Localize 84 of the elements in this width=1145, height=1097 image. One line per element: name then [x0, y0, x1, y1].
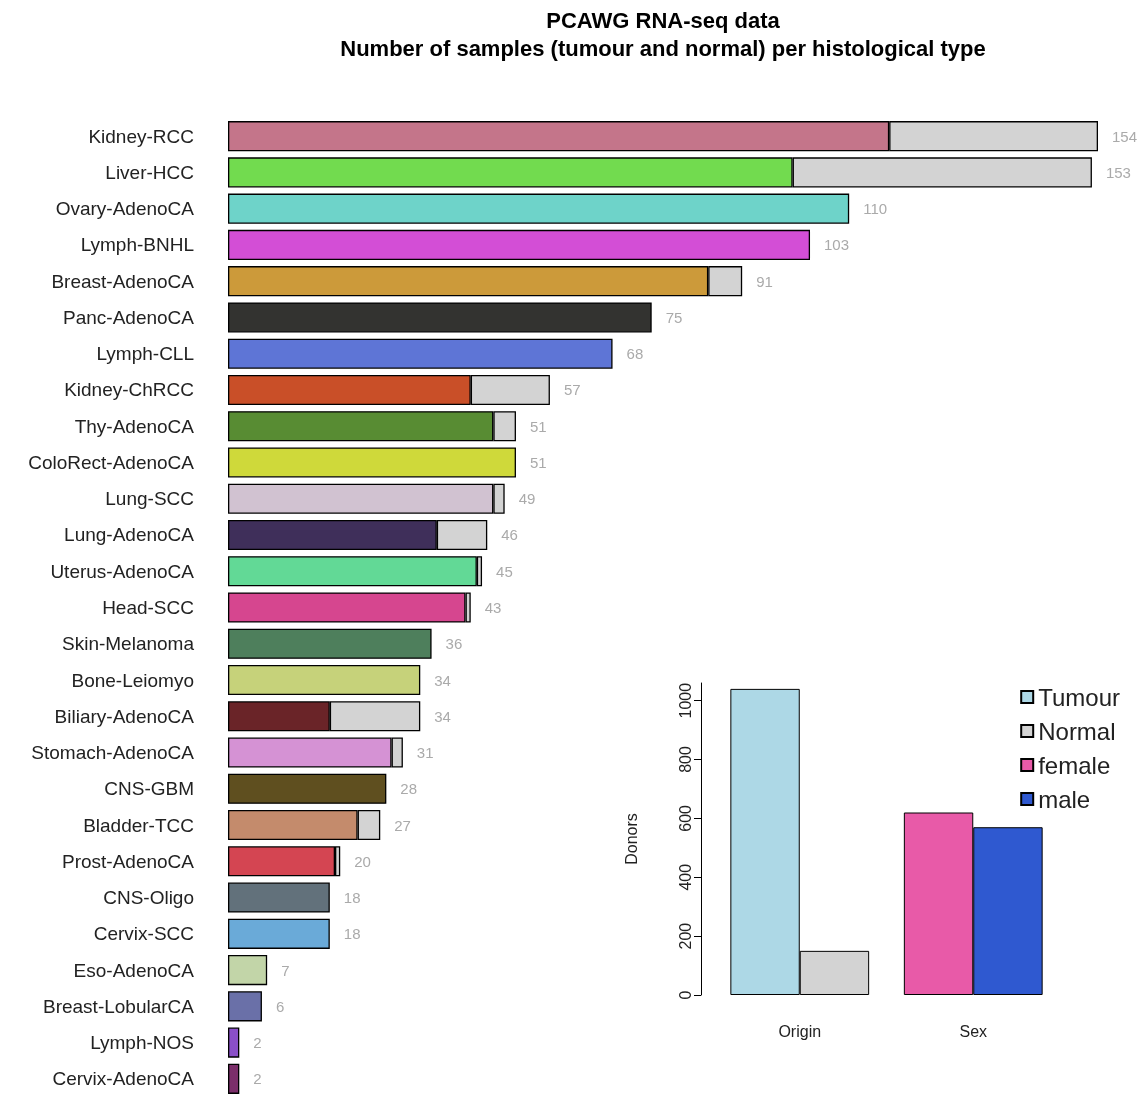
y-tick-label: Breast-LobularCA	[42, 995, 195, 1017]
x-tick-label: Sex	[959, 1022, 988, 1040]
annotation: 7	[281, 961, 290, 979]
y-tick-label: Panc-AdenoCA	[63, 306, 195, 328]
y-tick-label: 200	[676, 922, 694, 950]
y-tick-label: ColoRect-AdenoCA	[28, 451, 195, 473]
annotation: 51	[529, 453, 547, 471]
annotation: 34	[434, 671, 451, 689]
y-tick-label: 600	[676, 804, 694, 832]
annotation: 2	[253, 1034, 262, 1052]
annotation: 27	[394, 816, 411, 834]
bar	[228, 628, 432, 659]
annotation: 31	[416, 744, 434, 762]
legend-label: female	[1038, 751, 1111, 779]
annotation: 49	[518, 490, 536, 508]
annotation: 20	[354, 852, 371, 870]
annotation: 75	[665, 308, 683, 326]
y-tick-label: Lung-SCC	[105, 488, 194, 510]
bar	[228, 447, 516, 478]
annotation: 18	[343, 925, 361, 943]
y-tick-label: Eso-AdenoCA	[73, 959, 195, 981]
bar	[228, 664, 421, 696]
annotation: 6	[275, 997, 285, 1015]
y-tick-label: Lymph-BNHL	[80, 234, 194, 256]
bar	[228, 193, 850, 224]
annotation: 18	[343, 889, 361, 907]
bar	[228, 846, 336, 877]
bar	[228, 1027, 240, 1058]
y-tick-label: Breast-AdenoCA	[51, 270, 195, 292]
y-tick-label: Kidney-RCC	[88, 125, 194, 147]
bar	[228, 991, 262, 1022]
chart-title: PCAWG RNA-seq data	[546, 7, 781, 33]
y-tick-label: Lymph-NOS	[90, 1032, 194, 1054]
y-tick-label: 800	[676, 746, 694, 773]
y-tick-label: Lymph-CLL	[96, 343, 194, 365]
y-tick-label: 0	[676, 990, 694, 1000]
annotation: 28	[400, 780, 418, 798]
annotation: 2	[253, 1070, 262, 1088]
annotation: 153	[1105, 163, 1131, 181]
annotation: 91	[756, 272, 773, 290]
y-tick-label: Uterus-AdenoCA	[50, 560, 195, 582]
y-tick-label: Lung-AdenoCA	[64, 524, 195, 546]
y-tick-label: Skin-Melanoma	[62, 633, 195, 655]
y-tick-label: Cervix-AdenoCA	[52, 1068, 195, 1090]
annotation: 45	[496, 562, 513, 580]
y-tick-label: Prost-AdenoCA	[61, 850, 195, 872]
bar	[228, 773, 387, 804]
bar	[228, 338, 613, 369]
y-tick-label: Bladder-TCC	[83, 814, 194, 836]
bar	[228, 955, 268, 986]
y-tick-label: Bone-Leiomyo	[71, 669, 194, 691]
bar	[228, 918, 330, 949]
y-tick-label: CNS-Oligo	[103, 887, 194, 909]
annotation: 103	[824, 236, 850, 254]
y-tick-label: Biliary-AdenoCA	[54, 705, 195, 727]
y-tick-label: 400	[676, 863, 694, 891]
legend-label: Normal	[1038, 717, 1116, 745]
bar	[228, 1063, 240, 1094]
y-tick-label: Cervix-SCC	[93, 923, 194, 945]
y-tick-label: Thy-AdenoCA	[74, 415, 195, 437]
chart-subtitle: Number of samples (tumour and normal) per histological type	[340, 35, 986, 61]
annotation: 57	[563, 381, 581, 399]
y-tick-label: Liver-HCC	[105, 161, 194, 183]
annotation: 68	[626, 345, 644, 363]
y-axis-title: Donors	[622, 813, 640, 865]
annotation: 46	[501, 526, 518, 544]
annotation: 43	[484, 599, 502, 616]
annotation: 154	[1112, 127, 1138, 145]
legend-label: male	[1038, 785, 1091, 813]
legend-label: Tumour	[1038, 683, 1121, 711]
y-tick-label: Kidney-ChRCC	[64, 379, 194, 401]
x-tick-label: Origin	[778, 1022, 822, 1040]
bar	[228, 229, 811, 260]
y-tick-label: CNS-GBM	[104, 778, 194, 800]
annotation: 51	[529, 417, 547, 435]
annotation: 34	[434, 707, 451, 725]
bar	[228, 302, 652, 333]
y-tick-label: 1000	[676, 682, 694, 719]
y-tick-label: Stomach-AdenoCA	[31, 742, 195, 764]
annotation: 36	[445, 635, 463, 653]
bar	[228, 882, 330, 913]
annotation: 110	[863, 200, 888, 218]
y-tick-label: Ovary-AdenoCA	[55, 198, 195, 220]
y-tick-label: Head-SCC	[102, 597, 194, 618]
